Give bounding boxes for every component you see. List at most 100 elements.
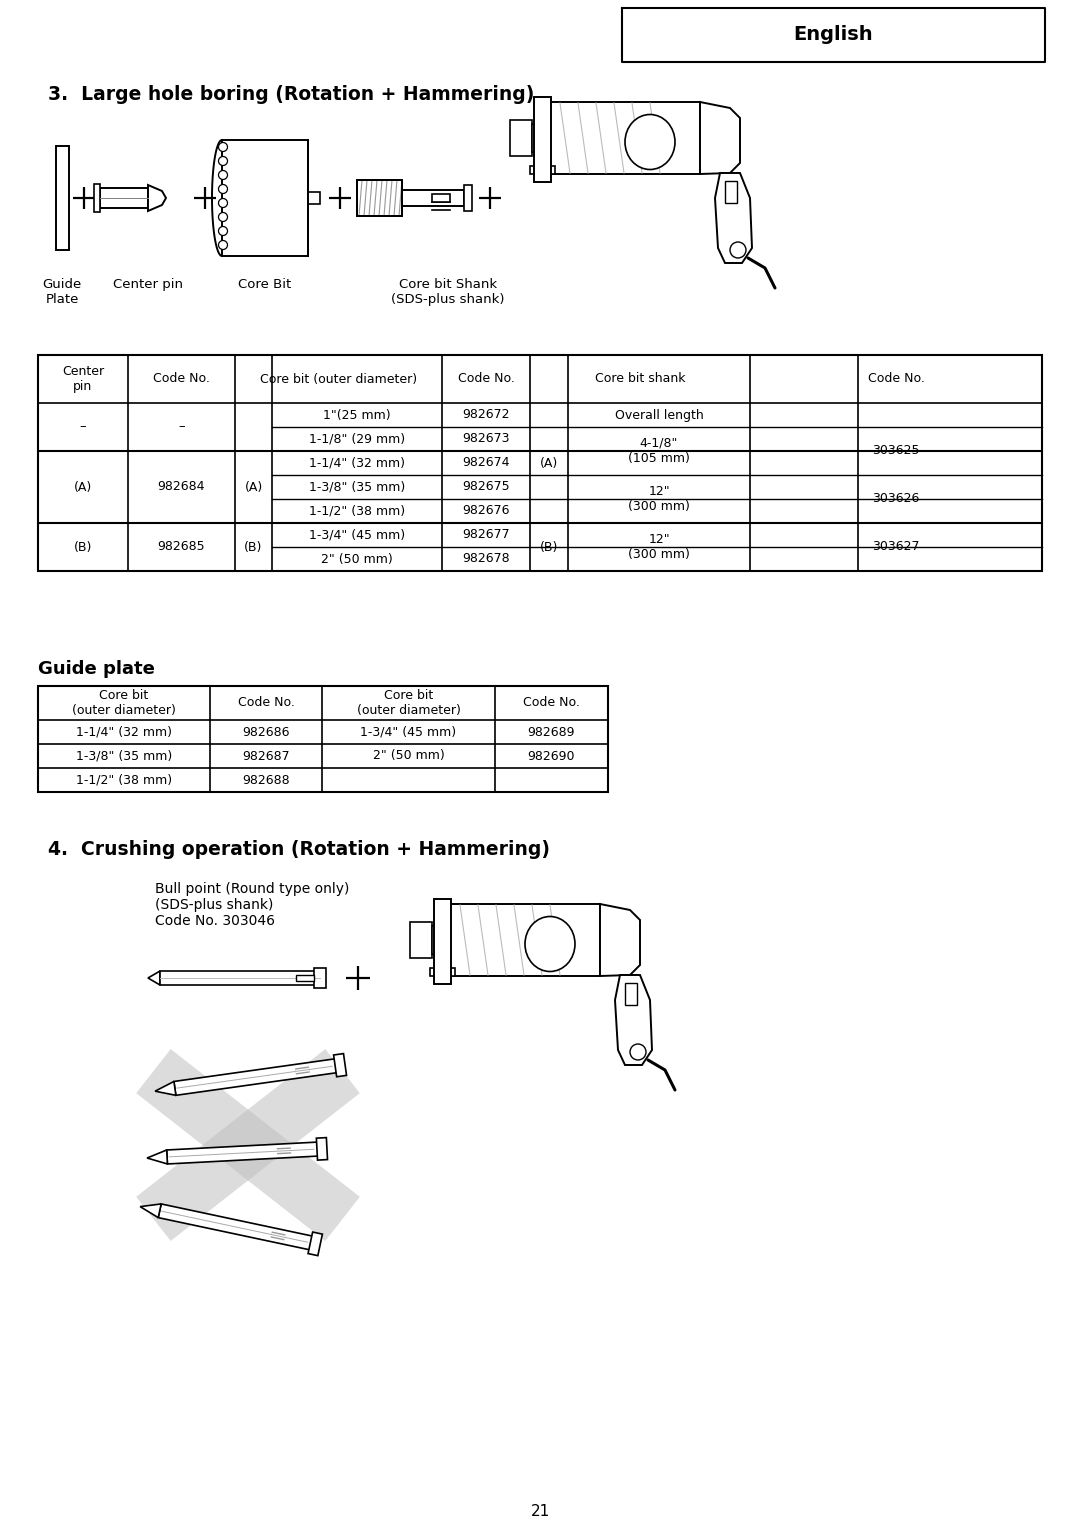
Text: Overall length: Overall length	[615, 408, 703, 422]
Circle shape	[218, 156, 228, 165]
Text: 1-3/8" (35 mm): 1-3/8" (35 mm)	[309, 480, 405, 494]
Text: 982688: 982688	[242, 774, 289, 786]
Text: 2" (50 mm): 2" (50 mm)	[373, 749, 444, 763]
Bar	[357, 180, 402, 216]
Text: 982674: 982674	[462, 457, 510, 469]
Text: (B): (B)	[244, 540, 262, 553]
Bar	[308, 193, 320, 203]
Polygon shape	[308, 1232, 323, 1255]
Text: Core bit shank: Core bit shank	[595, 373, 685, 385]
Bar	[430, 968, 455, 976]
Text: 982689: 982689	[528, 725, 576, 739]
Polygon shape	[147, 1150, 167, 1164]
Bar	[440, 904, 600, 976]
Polygon shape	[600, 904, 640, 976]
Polygon shape	[615, 976, 652, 1066]
Polygon shape	[700, 102, 740, 174]
Bar	[530, 167, 555, 174]
Text: 1-1/2" (38 mm): 1-1/2" (38 mm)	[309, 505, 405, 517]
Text: Guide
Plate: Guide Plate	[42, 278, 82, 306]
Text: Core bit Shank
(SDS-plus shank): Core bit Shank (SDS-plus shank)	[391, 278, 504, 306]
Circle shape	[630, 1044, 646, 1060]
Text: (A): (A)	[244, 480, 262, 494]
Text: Code No.: Code No.	[523, 697, 580, 709]
Polygon shape	[136, 1049, 360, 1242]
Text: 1-3/4" (45 mm): 1-3/4" (45 mm)	[361, 725, 457, 739]
Polygon shape	[159, 1203, 314, 1251]
Text: 12"
(300 mm): 12" (300 mm)	[629, 485, 690, 514]
Text: 4.  Crushing operation (Rotation + Hammering): 4. Crushing operation (Rotation + Hammer…	[48, 839, 550, 859]
Text: Center
pin: Center pin	[62, 365, 104, 393]
Polygon shape	[174, 1058, 338, 1095]
Bar	[464, 185, 472, 211]
Text: (B): (B)	[73, 540, 92, 553]
Text: Core bit
(outer diameter): Core bit (outer diameter)	[356, 690, 460, 717]
Text: 4-1/8"
(105 mm): 4-1/8" (105 mm)	[629, 437, 690, 465]
Text: 303626: 303626	[873, 492, 920, 506]
Bar	[725, 180, 737, 203]
Bar	[410, 922, 432, 959]
Text: Bull point (Round type only)
(SDS-plus shank)
Code No. 303046: Bull point (Round type only) (SDS-plus s…	[156, 882, 349, 928]
Polygon shape	[148, 185, 166, 211]
Bar	[100, 188, 148, 208]
Text: Core bit (outer diameter): Core bit (outer diameter)	[260, 373, 417, 385]
Bar	[625, 983, 637, 1005]
Circle shape	[218, 240, 228, 249]
Text: 982673: 982673	[462, 433, 510, 445]
Text: Code No.: Code No.	[153, 373, 210, 385]
Text: 1-1/8" (29 mm): 1-1/8" (29 mm)	[309, 433, 405, 445]
Text: 303625: 303625	[873, 445, 920, 457]
Text: 12"
(300 mm): 12" (300 mm)	[629, 534, 690, 561]
Text: 982678: 982678	[462, 552, 510, 566]
Text: 303627: 303627	[873, 540, 920, 553]
Text: (A): (A)	[73, 480, 92, 494]
Bar	[532, 124, 540, 151]
Text: 982690: 982690	[528, 749, 576, 763]
Polygon shape	[148, 971, 160, 985]
Polygon shape	[715, 173, 752, 263]
Text: Code No.: Code No.	[238, 697, 295, 709]
Text: Guide plate: Guide plate	[38, 661, 154, 677]
Circle shape	[730, 242, 746, 258]
Polygon shape	[334, 1053, 347, 1076]
Text: Center pin: Center pin	[113, 278, 183, 291]
Text: 982677: 982677	[462, 529, 510, 541]
Circle shape	[218, 213, 228, 222]
Text: –: –	[178, 420, 185, 434]
Polygon shape	[166, 1142, 320, 1164]
Text: Core bit
(outer diameter): Core bit (outer diameter)	[72, 690, 176, 717]
Bar	[540, 102, 700, 174]
Text: 982687: 982687	[242, 749, 289, 763]
Bar	[510, 119, 532, 156]
Polygon shape	[136, 1049, 360, 1242]
Bar	[38, 687, 608, 792]
Text: 982684: 982684	[158, 480, 205, 494]
Text: 1-3/8" (35 mm): 1-3/8" (35 mm)	[76, 749, 172, 763]
Bar	[160, 971, 320, 985]
Text: 3.  Large hole boring (Rotation + Hammering): 3. Large hole boring (Rotation + Hammeri…	[48, 86, 535, 104]
Text: Core Bit: Core Bit	[239, 278, 292, 291]
Circle shape	[218, 199, 228, 208]
Text: 1-1/4" (32 mm): 1-1/4" (32 mm)	[309, 457, 405, 469]
Text: 982672: 982672	[462, 408, 510, 422]
Bar	[434, 899, 451, 985]
Circle shape	[218, 185, 228, 194]
Text: Code No.: Code No.	[458, 373, 514, 385]
Bar	[432, 194, 450, 202]
Text: 982686: 982686	[242, 725, 289, 739]
Text: Code No.: Code No.	[867, 373, 924, 385]
Circle shape	[218, 142, 228, 151]
Text: 1-3/4" (45 mm): 1-3/4" (45 mm)	[309, 529, 405, 541]
Bar	[432, 927, 440, 954]
Bar	[94, 183, 100, 213]
Bar	[314, 968, 326, 988]
Text: (A): (A)	[540, 457, 558, 469]
Circle shape	[218, 226, 228, 235]
Text: 1"(25 mm): 1"(25 mm)	[323, 408, 391, 422]
Bar	[296, 976, 314, 982]
Text: 1-1/4" (32 mm): 1-1/4" (32 mm)	[76, 725, 172, 739]
Text: 1-1/2" (38 mm): 1-1/2" (38 mm)	[76, 774, 172, 786]
Polygon shape	[140, 1203, 161, 1217]
Bar	[402, 190, 464, 206]
Circle shape	[218, 171, 228, 179]
